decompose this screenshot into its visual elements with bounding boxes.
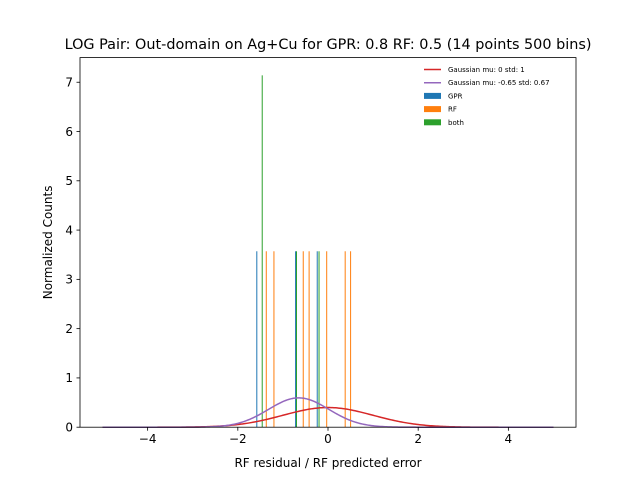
y-tick-label: 2 <box>65 322 73 336</box>
y-tick-label: 6 <box>65 125 73 139</box>
bar-rf <box>344 251 346 428</box>
y-tick-label: 0 <box>65 421 73 435</box>
x-tick-label: 2 <box>414 432 422 446</box>
legend-label: both <box>448 119 464 127</box>
bar-both <box>295 251 297 428</box>
legend: Gaussian mu: 0 std: 1 Gaussian mu: -0.65 … <box>424 66 550 127</box>
x-tick-label: −4 <box>139 432 157 446</box>
bar-rf <box>326 251 328 428</box>
bar-rf <box>350 251 352 428</box>
x-tick-label: 4 <box>505 432 513 446</box>
plot-frame <box>79 57 577 428</box>
legend-patch-swatch <box>424 106 441 113</box>
legend-patch-swatch <box>424 92 441 99</box>
y-tick-label: 3 <box>65 273 73 287</box>
legend-patch-swatch <box>424 119 441 126</box>
gaussian-fit-curve <box>102 397 554 428</box>
bar-gpr <box>316 251 318 428</box>
chart-title: LOG Pair: Out-domain on Ag+Cu for GPR: 0… <box>65 37 592 53</box>
bar-gpr <box>295 251 297 428</box>
gaussian-standard-curve <box>102 406 554 428</box>
bar-gpr <box>256 251 258 428</box>
legend-label: GPR <box>448 92 463 100</box>
legend-label: RF <box>448 106 457 114</box>
bar-rf <box>265 251 267 428</box>
bar-both <box>318 251 320 428</box>
bar-both <box>261 75 263 428</box>
y-tick-label: 4 <box>65 223 73 237</box>
bar-rf <box>273 251 275 428</box>
y-tick-label: 5 <box>65 174 73 188</box>
x-tick-label: 0 <box>324 432 332 446</box>
legend-label: Gaussian mu: -0.65 std: 0.67 <box>448 79 550 87</box>
x-axis-label: RF residual / RF predicted error <box>234 456 421 470</box>
axis-ticks: −4 −2 0 2 4 0 1 2 3 4 5 6 7 <box>65 76 512 447</box>
bar-rf <box>302 251 304 428</box>
legend-label: Gaussian mu: 0 std: 1 <box>448 66 525 74</box>
y-tick-label: 1 <box>65 371 73 385</box>
x-tick-label: −2 <box>229 432 247 446</box>
plot-area <box>102 75 554 428</box>
y-tick-label: 7 <box>65 76 73 90</box>
y-axis-label: Normalized Counts <box>41 186 55 300</box>
bar-rf <box>308 251 310 428</box>
